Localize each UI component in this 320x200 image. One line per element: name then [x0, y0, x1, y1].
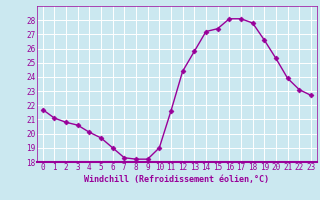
- X-axis label: Windchill (Refroidissement éolien,°C): Windchill (Refroidissement éolien,°C): [84, 175, 269, 184]
